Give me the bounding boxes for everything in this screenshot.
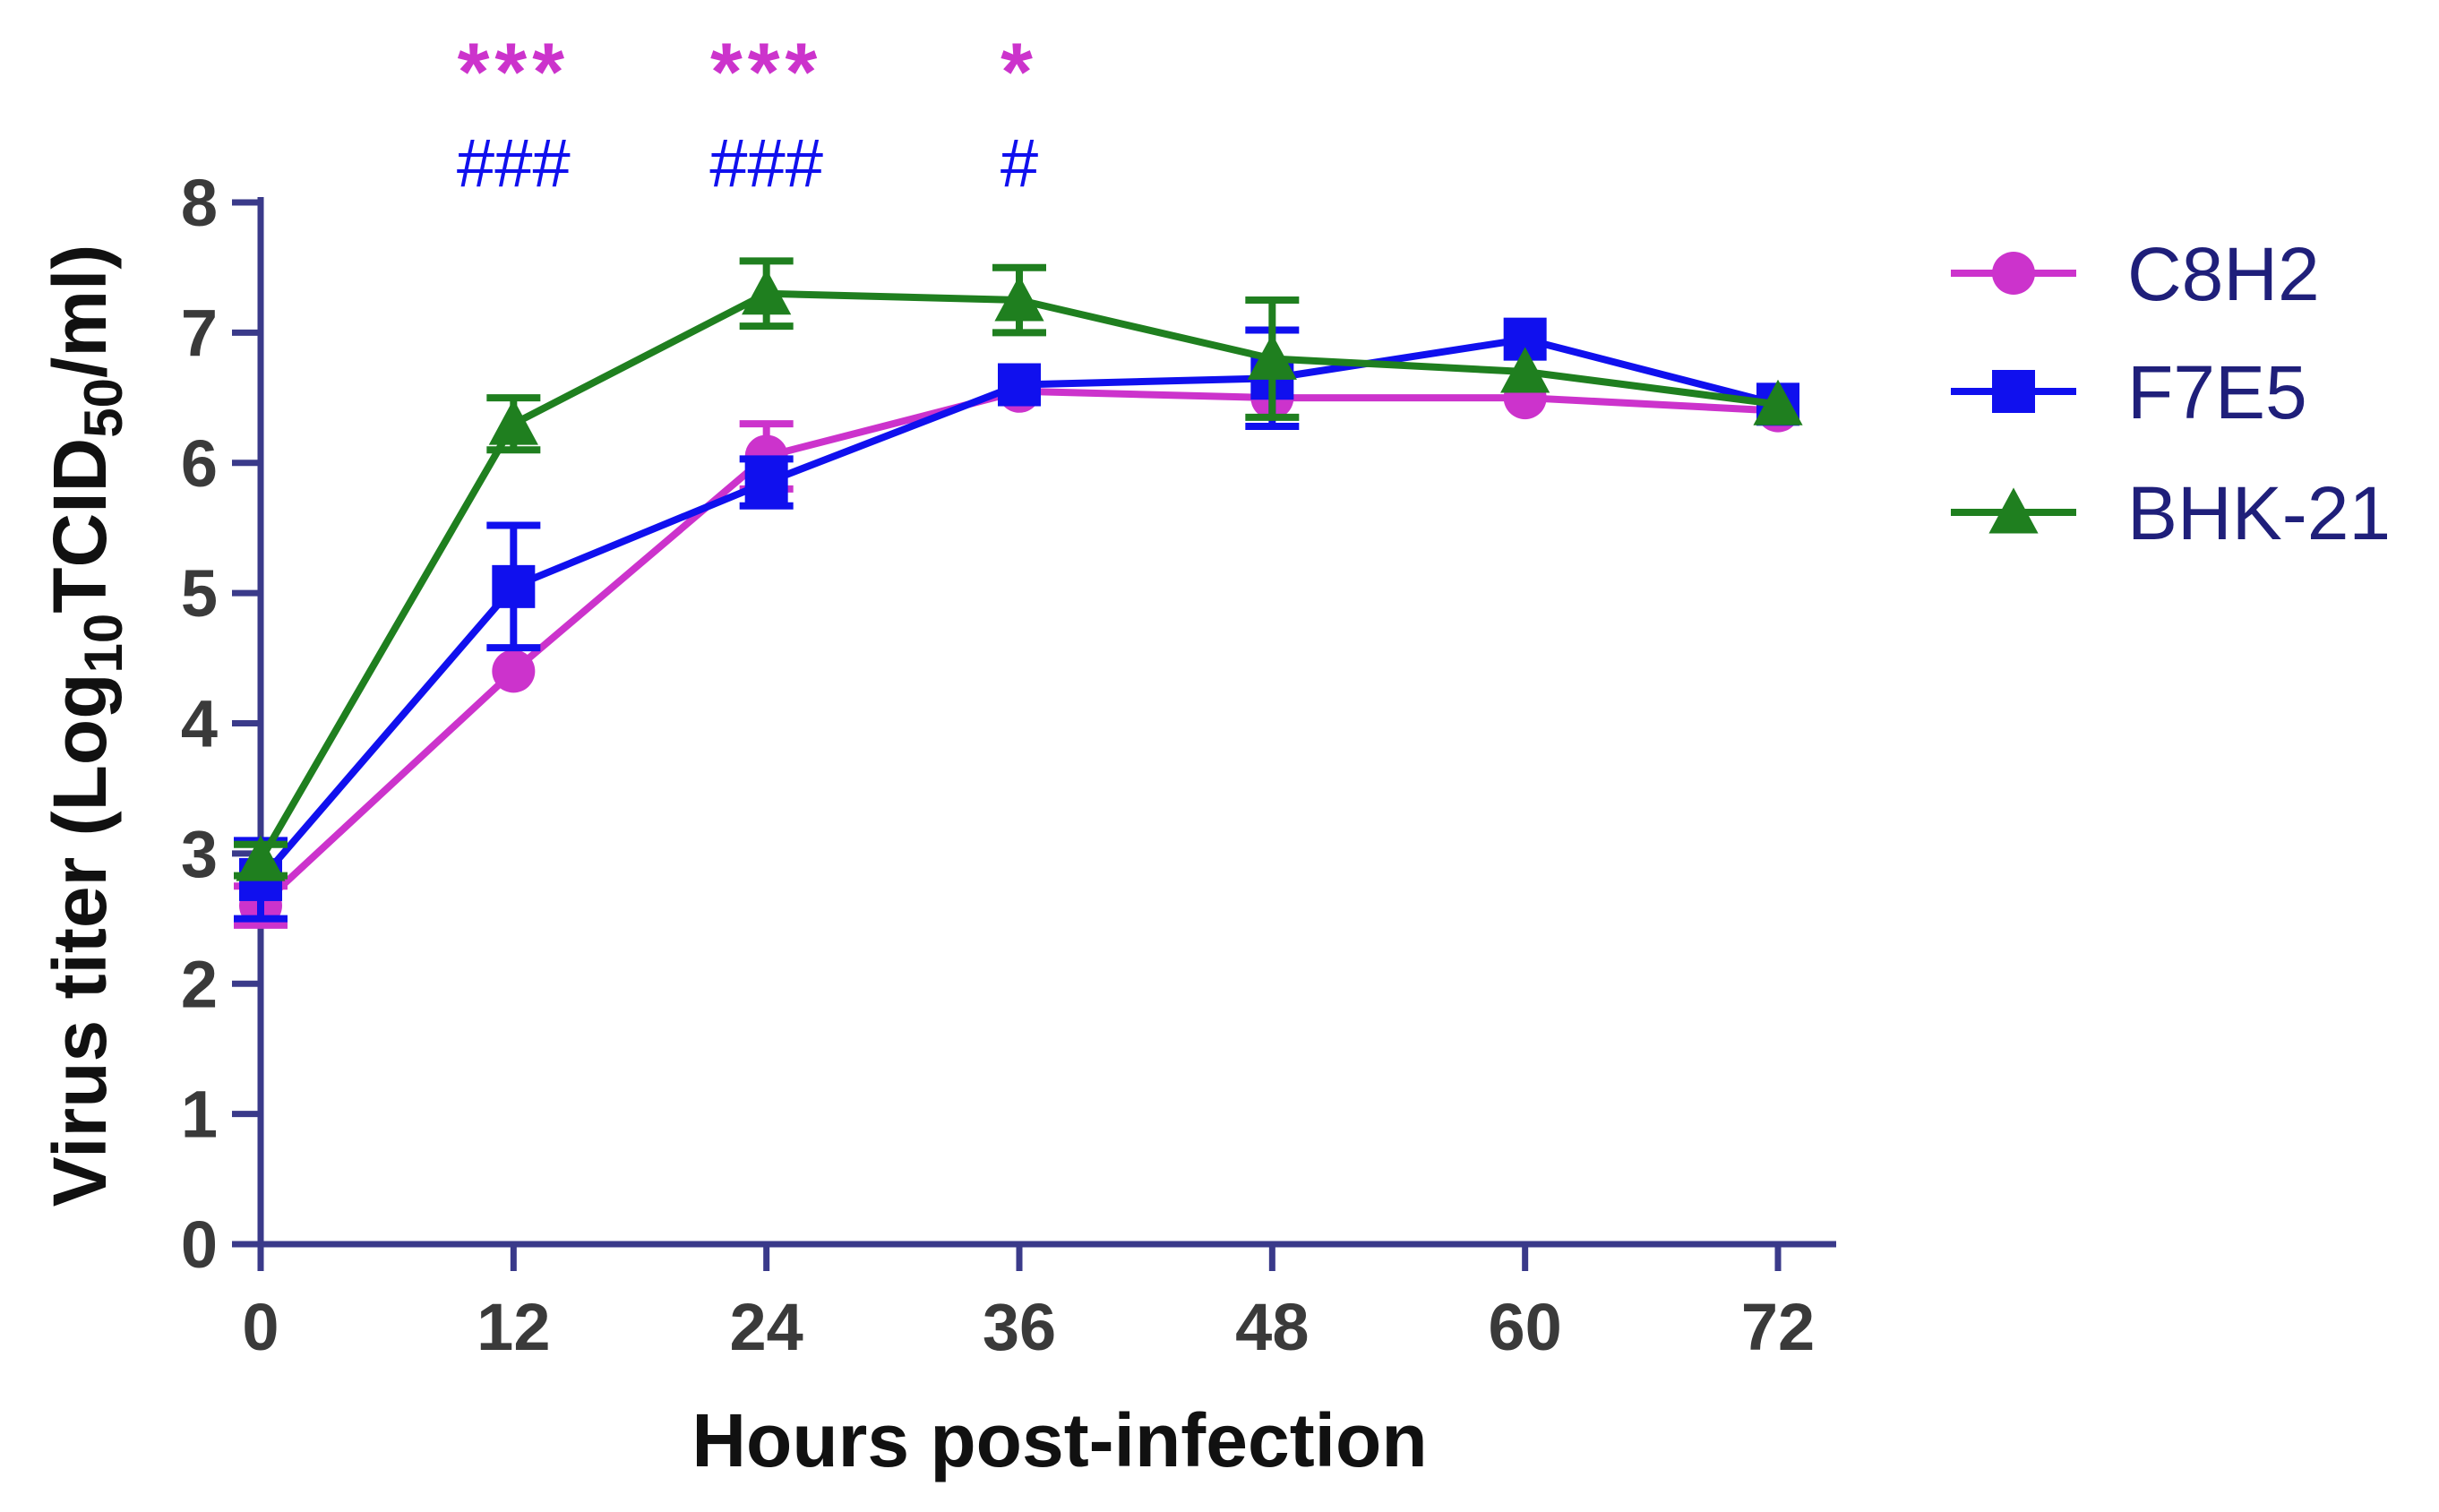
series-line-f7e5 (257, 335, 1779, 882)
data-point-bhk-21 (1753, 379, 1803, 425)
significance-hashes: ### (457, 125, 571, 202)
y-tick-label: 6 (181, 426, 218, 501)
legend-marker-c8h2 (1992, 252, 2035, 295)
y-tick-label: 8 (181, 166, 218, 240)
legend-label-c8h2: C8H2 (2127, 232, 2320, 316)
data-point-bhk-21 (1247, 333, 1297, 380)
y-axis-title-sub1: 10 (73, 614, 133, 674)
x-tick-label: 36 (983, 1290, 1056, 1364)
legend-label-bhk-21: BHK-21 (2127, 471, 2391, 555)
data-point-f7e5 (998, 363, 1041, 407)
significance-hashes: # (1001, 125, 1038, 202)
legend-marker-bhk-21 (1988, 487, 2039, 534)
y-axis-title: Virus titer (Log10TCID50/ml) (38, 245, 133, 1207)
data-point-bhk-21 (994, 275, 1044, 322)
y-axis-title-prefix: Virus titer (Log (38, 673, 122, 1207)
significance-stars: *** (458, 27, 570, 118)
x-tick-label: 24 (730, 1290, 803, 1364)
y-tick-label: 1 (181, 1078, 218, 1152)
significance-group: ***###***###*# (457, 27, 1038, 202)
data-point-bhk-21 (1500, 347, 1550, 393)
series-bhk-21 (234, 257, 1803, 881)
y-tick-label: 4 (181, 687, 218, 761)
x-tick-label: 72 (1741, 1290, 1815, 1364)
y-axis-title-mid: TCID (38, 438, 122, 614)
y-tick-label: 5 (181, 556, 218, 631)
data-point-f7e5 (492, 564, 536, 608)
series-group (234, 257, 1803, 929)
axes-group (232, 197, 1836, 1271)
x-tick-label: 48 (1235, 1290, 1309, 1364)
y-tick-label: 2 (181, 947, 218, 1021)
data-point-bhk-21 (236, 835, 286, 881)
x-axis-title: Hours post-infection (691, 1398, 1427, 1482)
x-tick-label: 0 (242, 1290, 279, 1364)
legend-group: C8H2 F7E5 BHK-21 (1951, 232, 2391, 555)
legend-marker-f7e5 (1992, 370, 2035, 413)
series-c8h2 (234, 369, 1799, 929)
data-point-bhk-21 (488, 399, 538, 445)
y-axis-title-sub2: 50 (73, 378, 133, 438)
significance-stars: *** (710, 27, 822, 118)
x-tick-label: 12 (477, 1290, 550, 1364)
data-point-f7e5 (744, 460, 788, 504)
data-point-c8h2 (492, 649, 536, 693)
data-point-bhk-21 (742, 269, 792, 315)
y-tick-label: 3 (181, 817, 218, 891)
y-axis-title-suffix: /ml) (38, 245, 122, 378)
y-tick-label: 7 (181, 296, 218, 370)
significance-hashes: ### (709, 125, 823, 202)
legend-label-f7e5: F7E5 (2127, 350, 2307, 434)
significance-stars: * (1001, 27, 1038, 118)
y-tick-label: 0 (181, 1207, 218, 1282)
x-tick-label: 60 (1489, 1290, 1562, 1364)
